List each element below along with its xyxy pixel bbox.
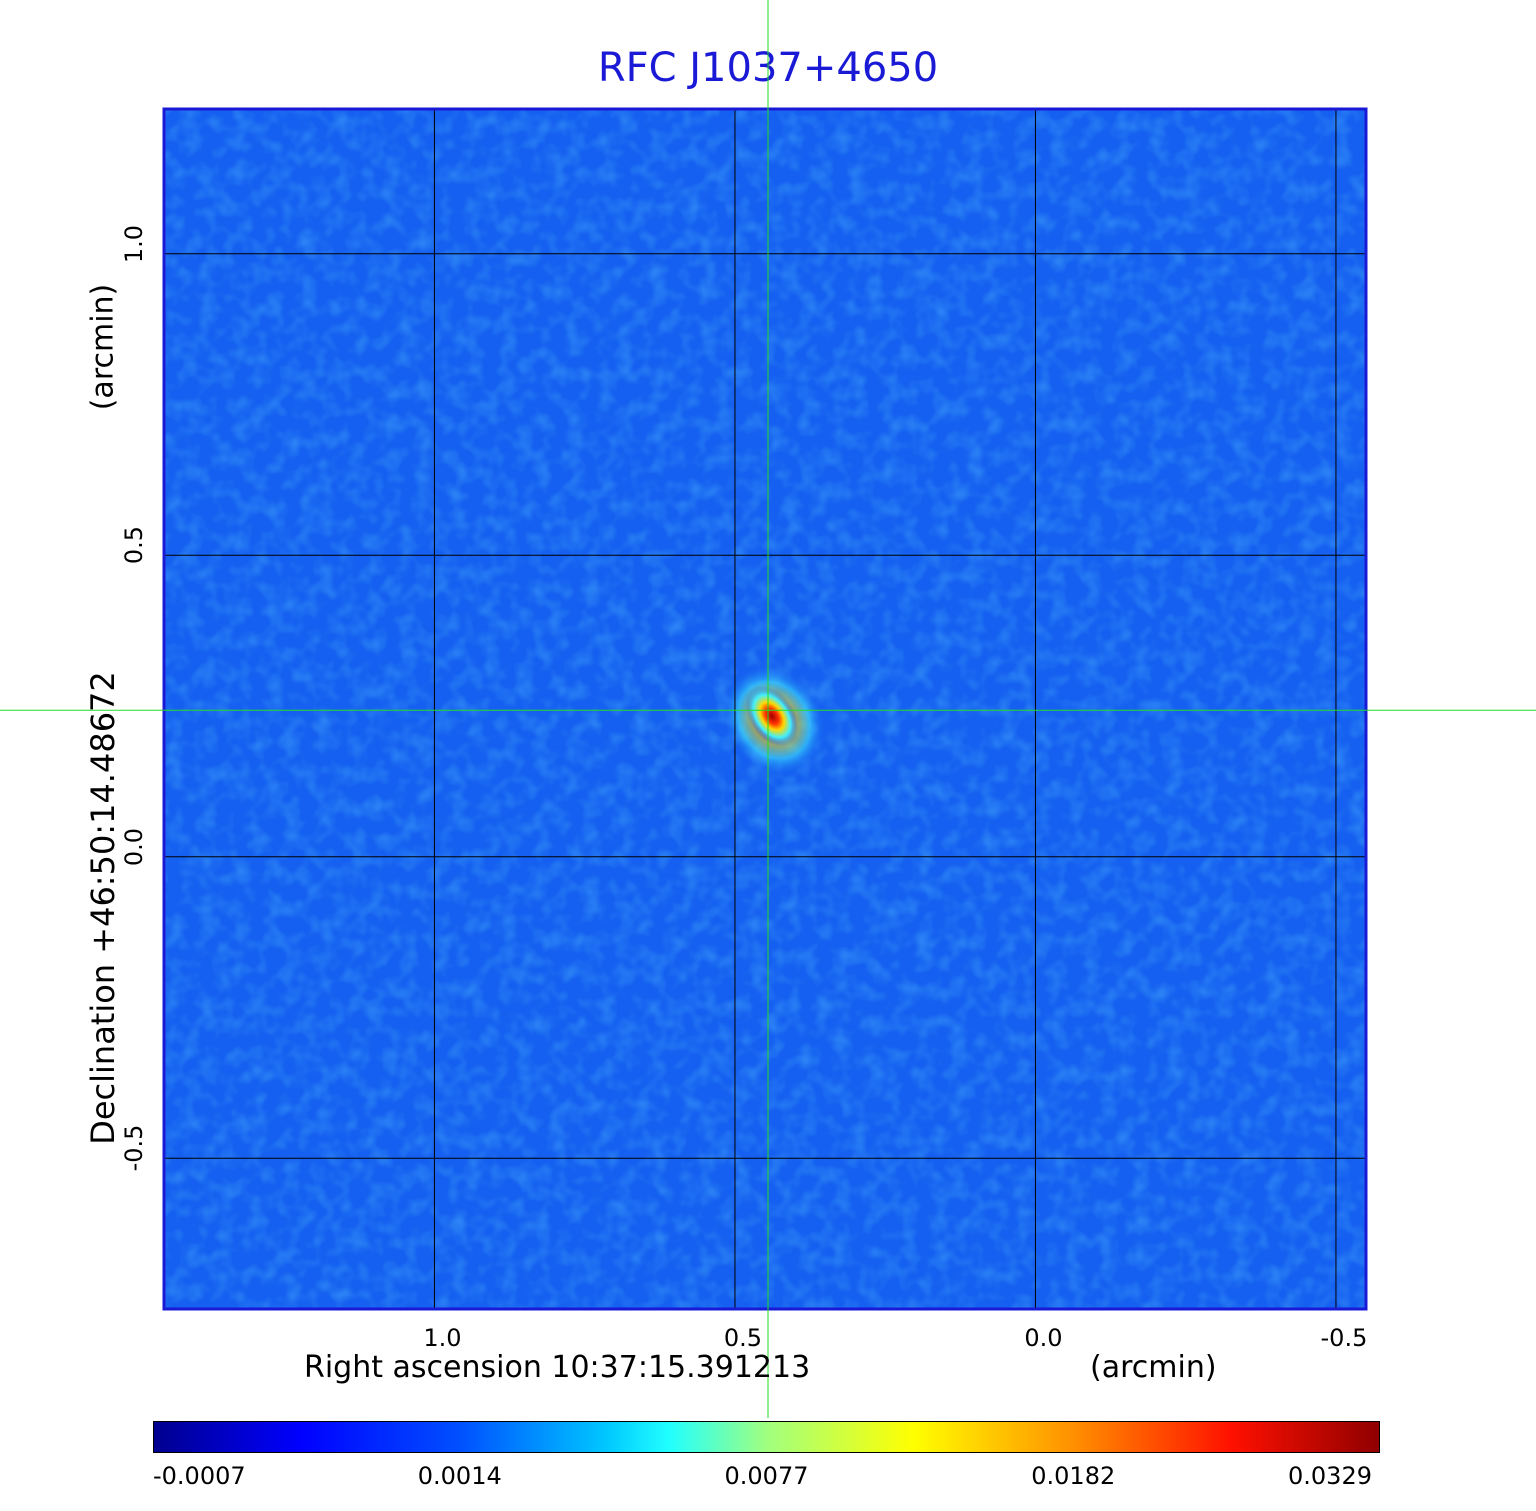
plot-frame (162, 107, 1368, 1311)
y-axis-label: Declination +46:50:14.48672 (84, 671, 122, 1145)
x-tick-label: 1.0 (423, 1324, 462, 1352)
y-tick-label: -0.5 (120, 1124, 148, 1172)
x-tick-label: -0.5 (1320, 1324, 1368, 1352)
colorbar-tick-label: 0.0329 (1288, 1462, 1372, 1490)
colorbar-tick-label: 0.0014 (417, 1462, 502, 1490)
y-tick-label: 0.0 (120, 827, 148, 866)
y-axis-unit: (arcmin) (85, 283, 121, 411)
x-tick-label: 0.5 (723, 1324, 763, 1352)
colorbar-tick-label: -0.0007 (153, 1462, 246, 1490)
y-tick-label: 0.5 (120, 526, 148, 565)
colorbar-tick-label: 0.0077 (724, 1462, 809, 1490)
x-tick-label: 0.0 (1024, 1324, 1063, 1352)
y-tick-label: 1.0 (120, 224, 148, 263)
colorbar (153, 1421, 1380, 1453)
source-core (745, 685, 799, 747)
colorbar-tick-label: 0.0182 (1031, 1462, 1116, 1490)
x-axis-unit: (arcmin) (1090, 1350, 1217, 1385)
x-axis-label: Right ascension 10:37:15.391213 (304, 1350, 811, 1385)
